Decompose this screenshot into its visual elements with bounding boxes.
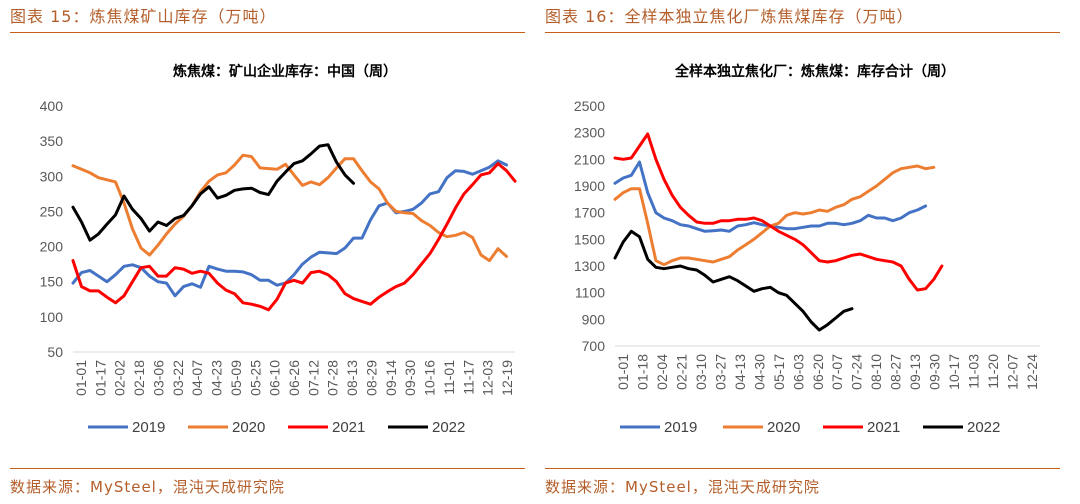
title-rule (545, 32, 1060, 33)
x-tick-label: 11-03 (966, 354, 982, 389)
x-tick-label: 12-19 (499, 360, 515, 396)
series-line-2020 (613, 164, 936, 267)
x-tick-label: 07-12 (305, 360, 321, 396)
x-tick-label: 09-30 (402, 360, 418, 396)
y-tick-label: 200 (40, 239, 64, 255)
x-tick-label: 12-07 (1005, 354, 1021, 390)
data-source: 数据来源：MySteel，混沌天成研究院 (10, 478, 285, 496)
x-tick-label: 04-30 (751, 354, 767, 390)
legend-label-2019: 2019 (132, 419, 165, 436)
left-panel: 图表 15：炼焦煤矿山库存（万吨） 炼焦煤：矿山企业库存：中国（周） 50 100 1… (10, 0, 530, 504)
y-tick-label: 150 (40, 274, 64, 290)
title-rule (10, 32, 525, 33)
x-tick-label: 09-13 (907, 354, 923, 390)
x-tick-label: 03-22 (170, 360, 186, 396)
y-tick-label: 900 (582, 311, 606, 327)
mine-inventory-chart: 炼焦煤：矿山企业库存：中国（周） 50 100 150 200 250 300 350 400 0… (40, 63, 517, 436)
x-tick-label: 08-27 (888, 354, 904, 390)
x-tick-label: 08-10 (868, 354, 884, 390)
right-panel: 图表 16：全样本独立焦化厂炼焦煤库存（万吨） 全样本独立焦化厂：炼焦煤：库存合… (545, 0, 1065, 504)
x-tick-label: 05-25 (247, 360, 263, 396)
y-tick-label: 350 (40, 133, 64, 149)
x-tick-label: 01-18 (634, 354, 650, 390)
source-rule (10, 468, 525, 469)
chart-title: 全样本独立焦化厂：炼焦煤：库存合计（周） (674, 63, 955, 80)
x-tick-label: 05-09 (228, 360, 244, 396)
y-tick-label: 1500 (574, 231, 605, 247)
x-tick-label: 11-20 (985, 354, 1001, 389)
x-tick-label: 10-17 (946, 354, 962, 390)
legend-label-2020: 2020 (767, 419, 800, 436)
series-line-2021 (613, 132, 944, 292)
y-tick-label: 250 (40, 203, 64, 219)
x-tick-label: 11-01 (441, 360, 457, 395)
y-tick-label: 700 (582, 338, 606, 354)
legend-label-2022: 2022 (432, 419, 465, 436)
x-tick-label: 02-04 (654, 354, 670, 390)
y-tick-label: 400 (40, 98, 64, 114)
y-tick-label: 1700 (574, 205, 605, 221)
x-tick-label: 08-29 (363, 360, 379, 396)
figure-title: 图表 15：炼焦煤矿山库存（万吨） (10, 7, 277, 26)
y-tick-label: 50 (47, 344, 63, 360)
y-tick-label: 2300 (574, 125, 605, 141)
x-tick-label: 06-03 (790, 354, 806, 390)
data-source: 数据来源：MySteel，混沌天成研究院 (545, 478, 820, 496)
x-tick-label: 03-27 (712, 354, 728, 390)
legend-label-2021: 2021 (867, 419, 900, 436)
legend-label-2022: 2022 (967, 419, 1000, 436)
x-tick-label: 06-10 (267, 360, 283, 396)
x-tick-label: 06-20 (810, 354, 826, 390)
x-tick-label: 05-17 (771, 354, 787, 390)
x-tick-label: 04-13 (732, 354, 748, 390)
y-tick-label: 2100 (574, 151, 605, 167)
x-tick-label: 01-17 (92, 360, 108, 396)
legend-label-2019: 2019 (664, 419, 697, 436)
series-line-2022 (613, 229, 854, 332)
x-tick-label: 02-02 (112, 360, 128, 396)
x-tick-label: 04-23 (209, 360, 225, 396)
x-tick-label: 06-26 (286, 360, 302, 396)
y-tick-label: 1300 (574, 258, 605, 274)
x-tick-label: 03-06 (150, 360, 166, 396)
legend-label-2020: 2020 (232, 419, 265, 436)
x-tick-label: 09-30 (927, 354, 943, 390)
y-tick-label: 300 (40, 168, 64, 184)
coking-plant-inventory-chart: 全样本独立焦化厂：炼焦煤：库存合计（周） 700 900 1100 1300 1500 17… (574, 63, 1040, 436)
y-tick-label: 1900 (574, 178, 605, 194)
legend-label-2021: 2021 (332, 419, 365, 436)
x-tick-label: 11-17 (460, 360, 476, 395)
x-tick-label: 07-24 (849, 354, 865, 390)
x-tick-label: 07-28 (325, 360, 341, 396)
x-tick-label: 08-13 (344, 360, 360, 396)
x-tick-label: 10-16 (422, 360, 438, 396)
y-tick-label: 100 (40, 309, 64, 325)
x-tick-label: 07-07 (829, 354, 845, 390)
x-tick-label: 12-24 (1024, 354, 1040, 390)
x-tick-label: 01-01 (73, 360, 89, 396)
y-tick-label: 1100 (575, 285, 605, 301)
y-tick-label: 2500 (574, 98, 605, 114)
x-tick-label: 02-18 (131, 360, 147, 396)
x-tick-label: 12-03 (480, 360, 496, 396)
series-line-2020 (71, 153, 508, 263)
series-line-2021 (71, 162, 517, 312)
x-tick-label: 09-14 (383, 360, 399, 396)
series-line-2019 (71, 159, 508, 298)
chart-title: 炼焦煤：矿山企业库存：中国（周） (173, 63, 397, 80)
figure-title: 图表 16：全样本独立焦化厂炼焦煤库存（万吨） (545, 7, 914, 26)
source-rule (545, 468, 1060, 469)
x-tick-label: 02-21 (673, 354, 689, 390)
x-tick-label: 04-07 (189, 360, 205, 396)
x-tick-label: 03-10 (693, 354, 709, 390)
series-line-2022 (71, 143, 355, 242)
x-tick-label: 01-01 (615, 354, 631, 390)
